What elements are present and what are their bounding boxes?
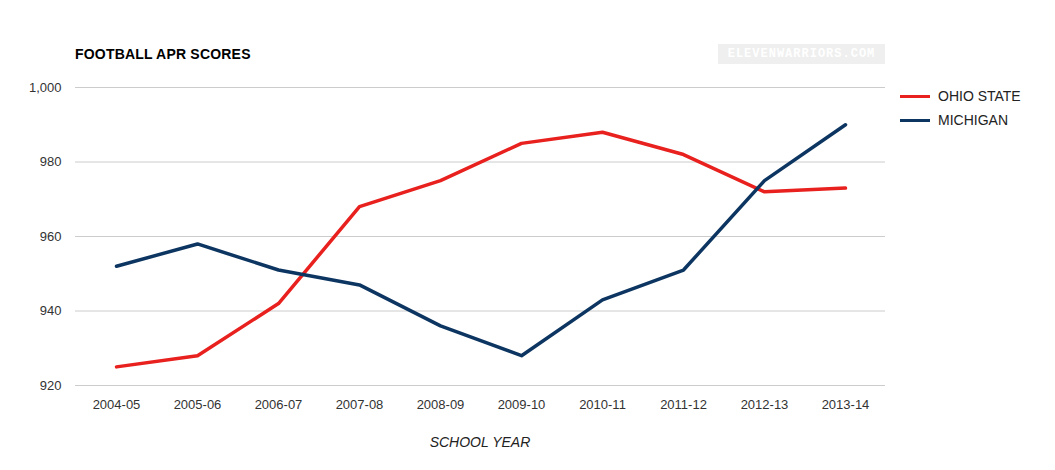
svg-text:2010-11: 2010-11 (579, 397, 626, 412)
svg-text:920: 920 (40, 378, 62, 393)
svg-text:2007-08: 2007-08 (336, 397, 384, 412)
html-text:ELEVENWARRIORS.COM: ELEVENWARRIORS.COM (727, 47, 876, 61)
svg-text:980: 980 (40, 154, 62, 169)
svg-text:1,000: 1,000 (29, 80, 62, 95)
svg-text:960: 960 (40, 229, 62, 244)
svg-text:2012-13: 2012-13 (741, 397, 789, 412)
svg-text:2009-10: 2009-10 (498, 397, 546, 412)
html-text:FOOTBALL APR SCORES: FOOTBALL APR SCORES (75, 46, 251, 62)
svg-text:2004-05: 2004-05 (93, 397, 141, 412)
svg-text:2006-07: 2006-07 (255, 397, 303, 412)
svg-text:940: 940 (40, 303, 62, 318)
svg-text:2008-09: 2008-09 (417, 397, 465, 412)
html-text:OHIO STATE: OHIO STATE (938, 88, 1021, 104)
html-text:SCHOOL YEAR: SCHOOL YEAR (429, 434, 531, 450)
svg-text:2011-12: 2011-12 (660, 397, 707, 412)
html-text:MICHIGAN: MICHIGAN (938, 112, 1008, 128)
svg-text:2013-14: 2013-14 (822, 397, 870, 412)
svg-text:2005-06: 2005-06 (174, 397, 222, 412)
